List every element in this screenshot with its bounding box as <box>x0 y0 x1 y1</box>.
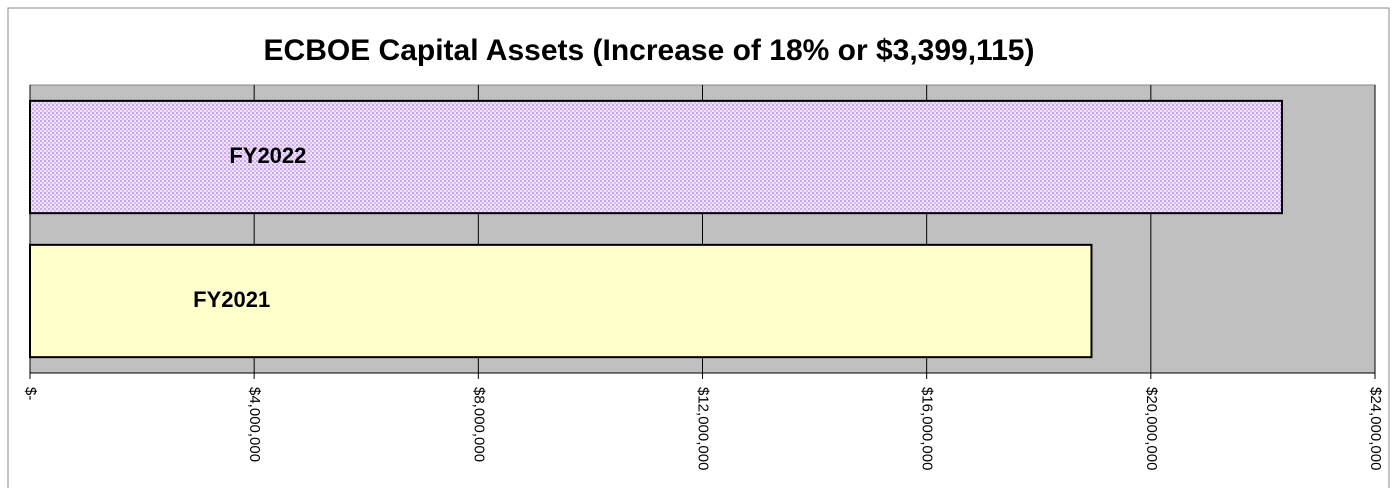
chart-title: ECBOE Capital Assets (Increase of 18% or… <box>264 34 1035 67</box>
x-tick-label: $8,000,000 <box>470 387 487 462</box>
x-tick-label: $12,000,000 <box>695 387 712 470</box>
x-tick-label: $4,000,000 <box>246 387 263 462</box>
bar-label: FY2022 <box>229 143 306 168</box>
x-tick-label: $20,000,000 <box>1143 387 1160 470</box>
x-tick-label: $16,000,000 <box>919 387 936 470</box>
x-tick-label: $- <box>22 387 39 400</box>
x-tick-label: $24,000,000 <box>1367 387 1384 470</box>
bar <box>29 243 1093 359</box>
bar-label: FY2021 <box>193 287 270 312</box>
bar <box>29 99 1283 215</box>
